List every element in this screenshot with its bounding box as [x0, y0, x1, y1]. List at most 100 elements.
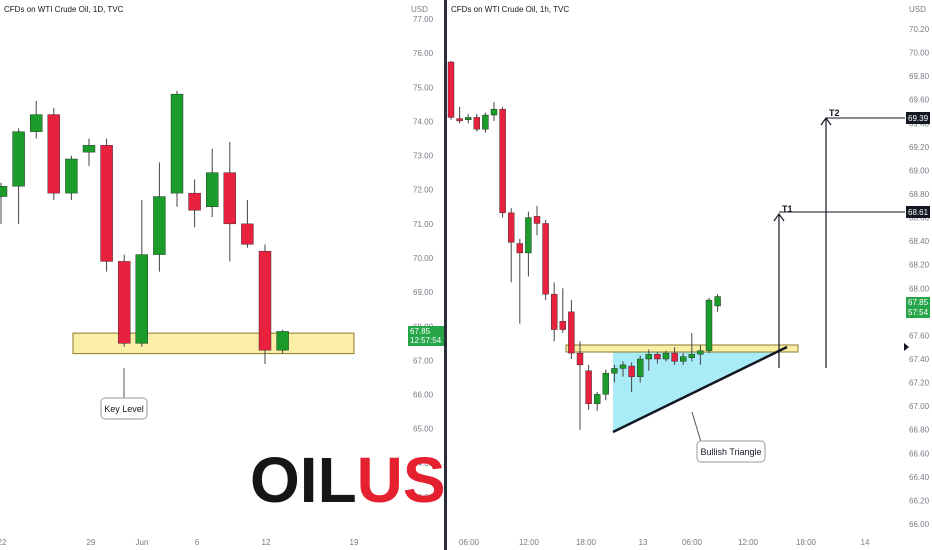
right-candle[interactable] [559, 288, 567, 334]
target-t2[interactable]: T2 69.39 [820, 108, 930, 368]
left-candle[interactable] [188, 179, 201, 228]
right-candle-body [499, 108, 506, 214]
right-time-axis-tick-label: 18:00 [796, 538, 817, 547]
right-candle[interactable] [619, 361, 627, 377]
right-candle[interactable] [568, 300, 575, 359]
target-t1-price: 68.61 [908, 208, 929, 217]
left-candle[interactable] [135, 199, 149, 347]
right-time-axis[interactable]: 06:00 12:00 18:00 13 06:00 12:00 18:00 14 [459, 538, 870, 547]
left-candle[interactable] [223, 141, 237, 262]
left-candle[interactable] [276, 329, 289, 354]
right-candle[interactable] [473, 113, 480, 132]
right-candle[interactable] [628, 362, 635, 392]
right-candle[interactable] [593, 392, 601, 411]
left-candle-body [65, 158, 78, 194]
right-candles [447, 60, 721, 430]
left-candle[interactable] [47, 107, 60, 200]
right-candle[interactable] [636, 355, 644, 383]
bullish-triangle-callout[interactable]: Bullish Triangle [691, 411, 766, 463]
right-candle[interactable] [516, 238, 524, 324]
left-candle[interactable] [0, 182, 8, 224]
right-candle[interactable] [611, 364, 618, 383]
left-price-axis-tick-label: 72.00 [413, 186, 434, 195]
key-level-callout[interactable]: Key Level [100, 368, 148, 420]
left-price-axis[interactable]: 63.0064.0065.0066.0067.0068.0069.0070.00… [413, 15, 434, 502]
right-price-axis[interactable]: 66.00 66.20 66.40 66.60 66.80 67.00 67.20 67.40… [909, 25, 930, 529]
right-candle[interactable] [490, 102, 498, 121]
left-candle[interactable] [30, 100, 43, 139]
right-price-axis-tick-label: 68.60 [909, 214, 930, 223]
right-candle-body [559, 321, 567, 330]
left-chart-panel[interactable]: CFDs on WTI Crude Oil, 1D, TVC USD 63.00… [0, 0, 446, 550]
left-candle[interactable] [117, 254, 131, 347]
right-candle[interactable] [662, 350, 670, 362]
left-candle[interactable] [65, 155, 78, 200]
right-candle[interactable] [465, 113, 472, 124]
right-candle[interactable] [645, 349, 653, 371]
right-candle[interactable] [714, 294, 721, 312]
left-candles [0, 90, 289, 364]
right-candle[interactable] [482, 112, 489, 133]
left-price-axis-tick-label: 69.00 [413, 288, 434, 297]
left-time-axis-tick-label: 22 [0, 538, 7, 547]
right-chart-panel[interactable]: CFDs on WTI Crude Oil, 1h, TVC USD 66.00… [447, 0, 932, 550]
right-candle[interactable] [499, 106, 506, 218]
left-price-tag-bg [408, 326, 444, 346]
right-price-tag-price: 67.85 [908, 298, 929, 307]
right-price-axis-tick-label: 66.00 [909, 520, 930, 529]
right-candle[interactable] [585, 364, 592, 410]
left-candle[interactable] [12, 128, 25, 224]
right-candle[interactable] [550, 282, 558, 342]
right-scale-marker-icon [904, 343, 909, 351]
right-candle[interactable] [533, 205, 541, 236]
breakout-zone[interactable] [565, 344, 799, 353]
left-candle[interactable] [153, 162, 166, 272]
right-candle-body [636, 358, 644, 377]
right-candle-body [516, 243, 524, 254]
left-time-axis[interactable]: 22 29 Jun 6 12 19 [0, 538, 359, 547]
right-price-axis-tick-label: 66.80 [909, 426, 930, 435]
right-price-axis-tick-label: 68.40 [909, 237, 930, 246]
right-time-axis-tick-label: 13 [639, 538, 648, 547]
right-candle[interactable] [456, 106, 463, 124]
right-candle[interactable] [705, 297, 713, 354]
left-candle[interactable] [258, 244, 272, 364]
right-candle[interactable] [542, 219, 549, 301]
left-price-axis-tick-label: 64.00 [413, 459, 434, 468]
left-candle[interactable] [241, 199, 254, 248]
right-candle[interactable] [697, 344, 704, 365]
right-time-axis-tick-label: 14 [861, 538, 870, 547]
key-level-zone[interactable] [72, 332, 355, 355]
right-candle[interactable] [679, 353, 687, 365]
triangle-support-line[interactable] [612, 345, 788, 434]
left-candle[interactable] [82, 138, 96, 166]
right-candle[interactable] [602, 369, 610, 401]
target-t1[interactable]: T1 68.61 [773, 204, 930, 368]
panel-divider[interactable] [444, 0, 447, 550]
right-candle[interactable] [525, 211, 532, 277]
right-candle-body [568, 311, 575, 354]
right-currency-label: USD [909, 5, 926, 14]
right-candle-body [671, 352, 678, 362]
right-candle[interactable] [671, 347, 678, 365]
target-t1-arrowhead [773, 212, 785, 222]
right-candle[interactable] [688, 333, 696, 362]
left-candle[interactable] [205, 148, 219, 218]
right-price-tag-bg [906, 297, 930, 318]
right-price-axis-tick-label: 69.20 [909, 143, 930, 152]
right-candle-body [447, 61, 455, 118]
left-candle[interactable] [100, 138, 113, 272]
bullish-triangle-callout-box [696, 440, 766, 463]
right-candle[interactable] [576, 341, 584, 430]
right-price-axis-tick-label: 68.00 [909, 284, 930, 293]
right-candle[interactable] [508, 208, 515, 283]
left-candle-body [276, 331, 289, 351]
right-price-axis-tick-label: 69.00 [909, 166, 930, 175]
left-candle[interactable] [170, 90, 184, 207]
right-candle[interactable] [447, 60, 455, 120]
target-t1-label: T1 [782, 204, 793, 214]
right-candle[interactable] [654, 351, 661, 364]
left-price-axis-tick-label: 67.00 [413, 356, 434, 365]
right-price-axis-tick-label: 66.20 [909, 496, 930, 505]
